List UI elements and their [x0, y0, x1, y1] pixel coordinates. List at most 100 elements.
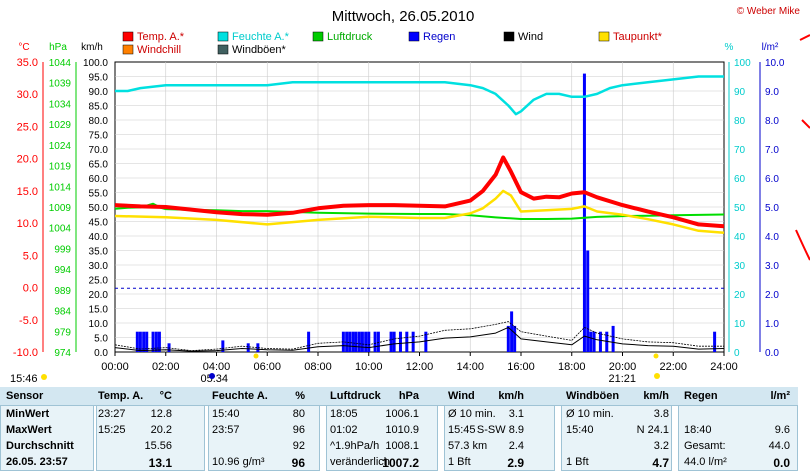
temp-tick-label: 30.0	[17, 89, 38, 101]
humidity-tick-label: 10	[734, 319, 746, 330]
table-header-cell: °C	[159, 390, 172, 402]
rain-bar	[138, 331, 142, 352]
table-cell: 23:27	[98, 408, 126, 420]
wind-tick-label: 10.0	[89, 319, 109, 330]
rain-bar	[510, 311, 514, 352]
table-cell: 12.8	[150, 408, 172, 420]
temp-tick-label: 15.0	[17, 186, 38, 198]
rain-bar	[398, 331, 402, 352]
pressure-tick-label: 1029	[49, 120, 72, 131]
rain-bar	[307, 331, 311, 352]
table-cell: N 24.1	[636, 424, 669, 436]
table-header-cell: Feuchte A.	[212, 390, 268, 402]
humidity-tick-label: 50	[734, 203, 746, 214]
table-cell: 2.4	[508, 440, 524, 452]
humidity-unit-label: %	[725, 42, 734, 53]
legend-swatch	[598, 31, 610, 42]
legend-label: Luftdruck	[327, 31, 373, 43]
rain-bar	[411, 331, 415, 352]
x-tick-label: 12:00	[406, 361, 434, 373]
rain-tick-label: 6.0	[765, 174, 779, 185]
table-cell: 15:25	[98, 424, 126, 436]
table-cell: 15.56	[144, 440, 172, 452]
temp-tick-label: 10.0	[17, 218, 38, 230]
temp-tick-label: 5.0	[23, 250, 38, 262]
sun-marker-icon	[209, 373, 215, 379]
temp-tick-label: -5.0	[19, 315, 38, 327]
table-cell: veränderlich	[330, 456, 390, 468]
rain-bar	[151, 331, 155, 352]
wind-tick-label: 90.0	[89, 87, 109, 98]
wind-tick-label: 40.0	[89, 232, 109, 243]
temp-tick-label: 25.0	[17, 121, 38, 133]
pressure-unit-label: hPa	[49, 42, 67, 53]
humidity-tick-label: 70	[734, 145, 746, 156]
table-cell: 3.2	[653, 440, 669, 452]
rain-bar	[506, 325, 510, 352]
rain-bar	[135, 331, 139, 352]
rain-tick-label: 4.0	[765, 232, 779, 243]
pressure-tick-label: 979	[54, 327, 71, 338]
rain-bar	[405, 331, 409, 352]
rain-bar	[373, 331, 377, 352]
rain-bar	[513, 325, 517, 352]
table-cell: Durchschnitt	[6, 440, 74, 452]
x-tick-label: 02:00	[152, 361, 180, 373]
humidity-tick-label: 80	[734, 116, 746, 127]
weather-chart: Mittwoch, 26.05.2010 © Weber Mike Temp. …	[10, 6, 810, 385]
wind-tick-label: 85.0	[89, 102, 109, 113]
rain-bar	[354, 331, 358, 352]
x-tick-label: 16:00	[507, 361, 535, 373]
table-cell: MaxWert	[6, 424, 52, 436]
rain-bar	[360, 331, 364, 352]
temp-unit-label: °C	[18, 42, 29, 53]
series-line-tempa	[114, 155, 725, 229]
sun-marker-icon	[41, 374, 47, 380]
pressure-tick-label: 989	[54, 286, 71, 297]
table-header-cell: Temp. A.	[98, 390, 144, 402]
table-cell: S-SW 8.9	[476, 424, 524, 436]
plot-area: 35.0 30.0 25.0 20.0 15.0 10.0 5.0 0.0 -5.0 -10.0 1…	[10, 34, 810, 385]
legend-label: Temp. A.*	[137, 31, 185, 43]
table-header-cell: km/h	[498, 390, 524, 402]
series-line-wind	[114, 326, 725, 352]
rain-bar	[367, 331, 371, 352]
rain-bar	[145, 331, 149, 352]
wind-tick-label: 95.0	[89, 73, 109, 84]
humidity-tick-label: 20	[734, 290, 746, 301]
rain-bar	[713, 331, 717, 352]
table-header-cell: Windböen	[566, 390, 620, 402]
rain-tick-label: 2.0	[765, 290, 779, 301]
pressure-tick-label: 1009	[49, 203, 72, 214]
legend-swatch	[122, 31, 134, 42]
rain-tick-label: 8.0	[765, 116, 779, 127]
humidity-tick-label: 60	[734, 174, 746, 185]
pressure-tick-label: 1024	[49, 141, 72, 152]
pressure-tick-label: 984	[54, 307, 71, 318]
x-tick-label: 06:00	[253, 361, 281, 373]
wind-unit-label: km/h	[81, 42, 103, 53]
series-line-feuchtea	[115, 75, 724, 116]
table-cell: Gesamt:	[684, 440, 726, 452]
rain-bar	[256, 343, 260, 352]
rain-bar	[392, 331, 396, 352]
table-cell: 4.7	[652, 456, 669, 470]
temp-tick-label: 20.0	[17, 154, 38, 166]
legend-swatch	[312, 31, 324, 42]
wind-tick-label: 45.0	[89, 218, 109, 229]
humidity-tick-label: 30	[734, 261, 746, 272]
table-header-cell: Wind	[448, 390, 475, 402]
rain-tick-label: 7.0	[765, 145, 779, 156]
table-cell: 13.1	[148, 456, 172, 470]
temp-tick-label: 35.0	[17, 57, 38, 69]
rain-bar	[345, 331, 349, 352]
table-header-row	[0, 387, 798, 406]
table-cell: 15:45	[448, 424, 476, 436]
wind-tick-label: 55.0	[89, 189, 109, 200]
table-cell: 23:57	[212, 424, 240, 436]
wind-tick-label: 75.0	[89, 131, 109, 142]
x-tick-label: 00:00	[101, 361, 129, 373]
wind-tick-label: 50.0	[89, 203, 109, 214]
table-cell: 44.0	[768, 440, 790, 452]
rain-bar	[246, 343, 250, 352]
